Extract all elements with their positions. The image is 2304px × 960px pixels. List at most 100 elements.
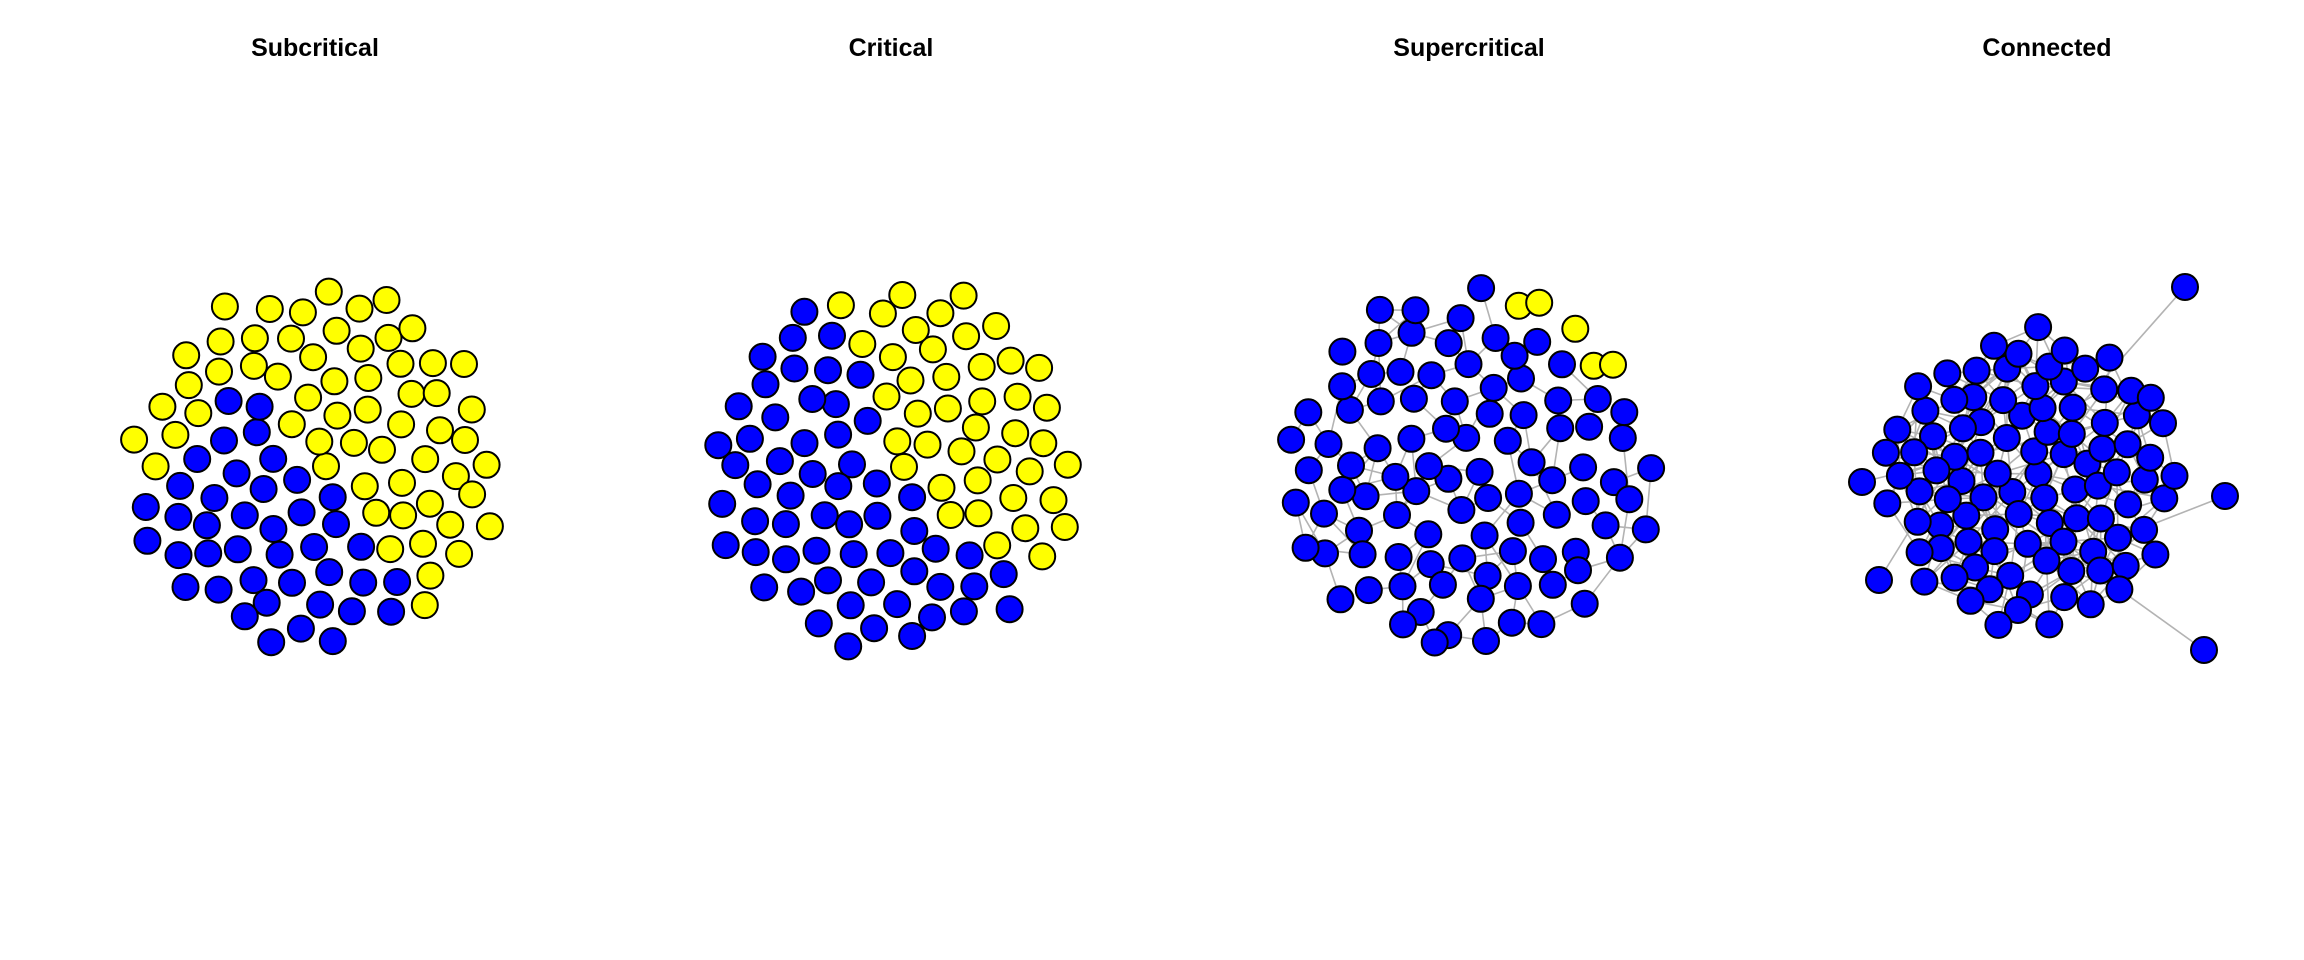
node <box>1028 542 1057 571</box>
node <box>1509 401 1538 430</box>
node <box>878 343 907 372</box>
node <box>1479 373 1508 402</box>
node <box>1454 350 1483 379</box>
node <box>1493 426 1522 455</box>
node <box>2004 339 2033 368</box>
node <box>2062 504 2091 533</box>
node <box>1474 484 1503 512</box>
node <box>230 602 259 631</box>
node <box>1039 486 1068 515</box>
node <box>967 352 996 381</box>
node <box>148 392 177 421</box>
node <box>995 595 1024 624</box>
node <box>1399 384 1428 413</box>
node <box>1583 385 1612 413</box>
node <box>1381 462 1410 491</box>
node <box>249 475 278 503</box>
node <box>947 437 976 466</box>
node <box>2141 540 2170 569</box>
node <box>2211 482 2239 510</box>
node <box>239 566 268 595</box>
node <box>724 392 753 421</box>
node <box>2058 393 2087 422</box>
node <box>741 538 770 567</box>
node <box>2160 461 2189 490</box>
node <box>802 536 831 565</box>
node <box>239 351 268 380</box>
node <box>315 558 344 587</box>
node <box>776 481 805 510</box>
node <box>999 484 1028 512</box>
node <box>2090 375 2119 404</box>
node <box>277 324 305 353</box>
node <box>761 403 790 432</box>
node <box>949 281 978 310</box>
node <box>900 557 929 586</box>
node <box>306 590 335 619</box>
node <box>818 321 846 350</box>
node <box>960 572 989 601</box>
node <box>1546 414 1575 443</box>
node <box>2061 475 2090 504</box>
node <box>1919 422 1947 451</box>
node <box>1605 543 1634 572</box>
node <box>872 382 901 411</box>
node <box>1940 563 1969 592</box>
node <box>299 343 328 372</box>
node <box>457 395 486 424</box>
node <box>1481 324 1510 352</box>
graph-panel-connected <box>1848 273 2239 664</box>
node <box>1904 372 1933 401</box>
node <box>1402 477 1431 506</box>
node <box>300 533 329 561</box>
node <box>230 501 259 530</box>
node <box>839 540 868 569</box>
node <box>242 418 271 447</box>
node <box>368 435 396 464</box>
node <box>411 445 440 474</box>
node <box>1599 350 1627 379</box>
node <box>171 573 200 601</box>
node <box>2024 459 2053 488</box>
node <box>860 614 889 643</box>
node <box>1420 628 1449 657</box>
node <box>1434 464 1463 493</box>
node <box>2083 471 2112 500</box>
node <box>1504 479 1533 508</box>
node <box>222 459 251 488</box>
nodes-subcritical <box>120 277 504 657</box>
node <box>1015 457 1044 486</box>
node <box>2102 458 2131 487</box>
node <box>278 568 306 597</box>
node <box>354 364 383 392</box>
node <box>161 420 190 449</box>
node <box>277 410 306 439</box>
node <box>1470 521 1499 550</box>
node <box>210 426 238 455</box>
node <box>1001 419 1030 448</box>
node <box>983 445 1012 474</box>
node <box>374 323 403 352</box>
node <box>2035 610 2064 639</box>
node <box>1328 475 1357 504</box>
node <box>913 430 942 459</box>
node <box>174 371 203 400</box>
node <box>1966 438 1995 467</box>
node <box>961 413 990 442</box>
node <box>900 517 929 545</box>
node <box>2033 417 2062 446</box>
node <box>346 334 375 363</box>
node <box>750 573 779 602</box>
node <box>2113 430 2142 459</box>
node <box>903 399 932 428</box>
node <box>2057 419 2086 448</box>
node <box>1873 489 1902 518</box>
node <box>1475 399 1504 428</box>
node <box>1983 459 2012 488</box>
node <box>1500 341 1529 370</box>
node <box>1363 434 1392 463</box>
node <box>1992 424 2021 452</box>
node <box>288 298 317 327</box>
node <box>1053 450 1082 479</box>
node <box>2024 313 2053 342</box>
